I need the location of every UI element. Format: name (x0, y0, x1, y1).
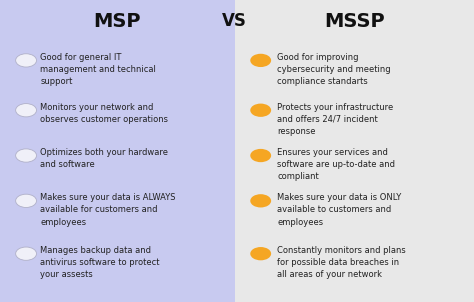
Text: MSP: MSP (93, 12, 141, 31)
Text: Good for general IT
management and technical
support: Good for general IT management and techn… (40, 53, 156, 86)
Circle shape (16, 247, 36, 260)
Circle shape (16, 104, 36, 117)
Text: Good for improving
cybersecurity and meeting
compliance standarts: Good for improving cybersecurity and mee… (277, 53, 391, 86)
Circle shape (250, 54, 271, 67)
FancyBboxPatch shape (0, 0, 235, 302)
Text: Makes sure your data is ALWAYS
available for customers and
employees: Makes sure your data is ALWAYS available… (40, 193, 176, 226)
Circle shape (250, 247, 271, 260)
Circle shape (16, 54, 36, 67)
Text: Monitors your network and
observes customer operations: Monitors your network and observes custo… (40, 103, 168, 124)
Circle shape (250, 149, 271, 162)
Text: Optimizes both your hardware
and software: Optimizes both your hardware and softwar… (40, 148, 168, 169)
Circle shape (16, 149, 36, 162)
Text: Ensures your services and
software are up-to-date and
compliant: Ensures your services and software are u… (277, 148, 395, 181)
Circle shape (250, 104, 271, 117)
Circle shape (16, 194, 36, 207)
Text: Protects your infrastructure
and offers 24/7 incident
response: Protects your infrastructure and offers … (277, 103, 393, 136)
Text: MSSP: MSSP (324, 12, 384, 31)
Text: Manages backup data and
antivirus software to protect
your assests: Manages backup data and antivirus softwa… (40, 246, 160, 279)
Circle shape (250, 194, 271, 207)
Text: Constantly monitors and plans
for possible data breaches in
all areas of your ne: Constantly monitors and plans for possib… (277, 246, 406, 279)
Text: Makes sure your data is ONLY
available to customers and
employees: Makes sure your data is ONLY available t… (277, 193, 401, 226)
Text: VS: VS (222, 12, 247, 30)
FancyBboxPatch shape (235, 0, 474, 302)
